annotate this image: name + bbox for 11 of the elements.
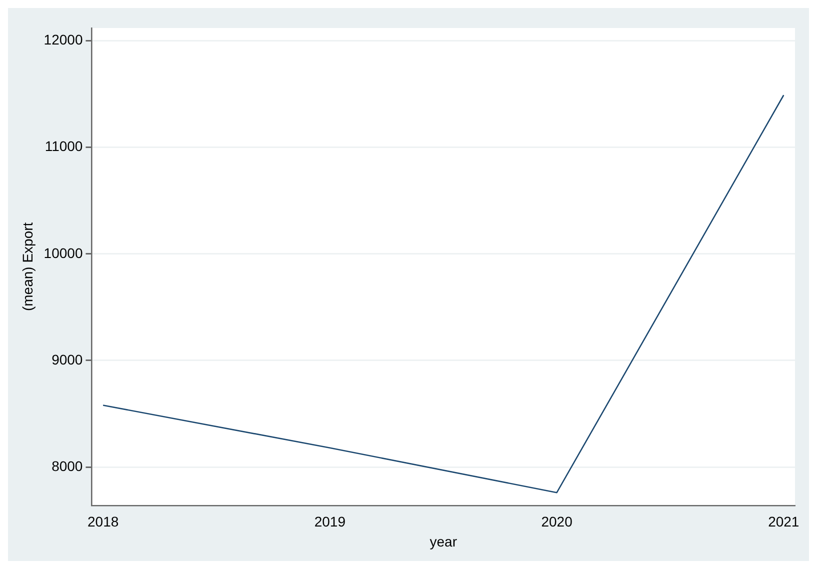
y-tick-label: 12000 [44,32,83,48]
x-tick-label: 2018 [87,514,119,530]
x-tick-label: 2020 [541,514,573,530]
x-tick-label: 2019 [314,514,346,530]
x-tick-label: 2021 [768,514,800,530]
y-tick-label: 9000 [52,351,83,368]
y-tick-label: 10000 [44,244,83,261]
y-tick-label: 11000 [44,138,83,154]
x-axis-title: year [430,533,458,550]
y-tick-label: 8000 [52,458,83,474]
y-axis-title: (mean) Export [19,222,36,312]
